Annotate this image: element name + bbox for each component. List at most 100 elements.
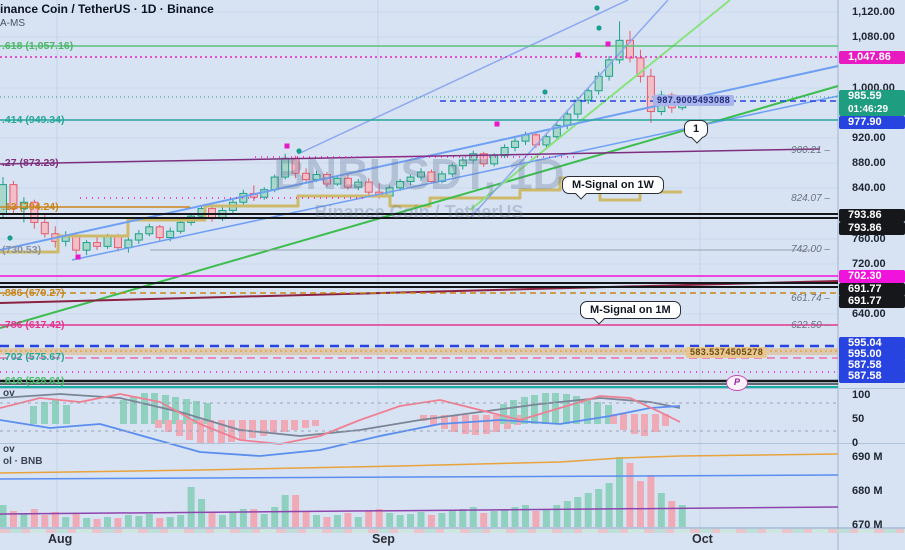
oscillator-bar: [521, 397, 528, 424]
volume-bar: [83, 518, 91, 527]
volume-bar: [208, 513, 216, 527]
symbol-title[interactable]: inance Coin / TetherUS · 1D · Binance: [0, 2, 214, 16]
time-axis[interactable]: [0, 528, 905, 550]
price-note-top[interactable]: 987.9005493088: [653, 95, 735, 106]
chart-watermark: BNBUSDT, 1D Binance Coin / TetherUS: [119, 150, 719, 223]
volume-bar: [239, 509, 247, 527]
candle-body: [584, 90, 593, 101]
volume-bar: [135, 516, 143, 527]
volume-bar: [532, 511, 540, 527]
volume-bar: [156, 518, 164, 527]
candle-body: [19, 201, 28, 210]
volume-bar: [93, 519, 101, 527]
oscillator-bar: [493, 415, 500, 432]
volume-bar: [626, 463, 634, 527]
volume-bar: [30, 509, 38, 527]
volume-bar: [62, 517, 70, 527]
volume-bar: [145, 514, 153, 527]
candle-body: [448, 165, 457, 175]
volume-bar: [480, 513, 488, 527]
price-note-mid[interactable]: 583.5374505278: [686, 347, 768, 358]
watermark-description: Binance Coin / TetherUS: [314, 202, 524, 222]
volume-bar: [166, 517, 174, 527]
oscillator-bar: [120, 400, 127, 424]
volume-pane-subtitle[interactable]: ol · BNB: [3, 456, 43, 467]
volume-bar: [657, 493, 665, 527]
oscillator-pane-title[interactable]: ov: [3, 388, 15, 399]
candle-body: [636, 57, 645, 77]
volume-bar: [438, 513, 446, 527]
volume-bar: [647, 475, 655, 527]
candle-body: [134, 233, 143, 241]
volume-bar: [323, 517, 331, 527]
volume-bar: [396, 515, 404, 527]
overlay-line: [469, 0, 669, 219]
volume-bar: [260, 514, 268, 527]
volume-bar: [20, 513, 28, 527]
signal-marker-teal: [7, 235, 13, 241]
p-marker[interactable]: P: [726, 375, 748, 391]
volume-bar: [469, 507, 477, 527]
signal-marker-teal: [296, 148, 302, 154]
oscillator-bar: [151, 393, 158, 424]
volume-bar: [595, 489, 603, 527]
oscillator-bar: [631, 414, 638, 434]
oscillator-bar: [291, 420, 298, 430]
oscillator-bar: [510, 400, 517, 424]
price-axis[interactable]: [838, 0, 905, 528]
signal-marker-magenta: [605, 41, 611, 47]
oscillator-bar: [165, 420, 172, 432]
signal-marker-teal: [594, 5, 600, 11]
overlay-line: [0, 474, 839, 480]
m-signal-1w-note[interactable]: M-Signal on 1W: [562, 176, 664, 200]
oscillator-bar: [584, 399, 591, 424]
overlay-line: [0, 148, 821, 165]
oscillator-bar: [204, 403, 211, 424]
candle-body: [93, 242, 102, 247]
candle-body: [9, 184, 18, 210]
volume-bar: [616, 457, 624, 527]
volume-pane-title[interactable]: ov: [3, 444, 15, 455]
candle-body: [0, 184, 7, 215]
m-signal-1m-text: M-Signal on 1M: [590, 304, 671, 316]
volume-bar: [605, 483, 613, 527]
indicator-title[interactable]: A-MS: [0, 18, 25, 29]
volume-bar: [553, 505, 561, 527]
volume-bar: [229, 512, 237, 527]
candle-body: [511, 140, 520, 148]
candle-body: [302, 172, 311, 181]
candle-body: [145, 226, 154, 235]
volume-bar: [0, 505, 7, 527]
volume-bar: [218, 515, 226, 527]
oscillator-bar: [500, 404, 507, 424]
signal-marker-magenta: [75, 254, 81, 260]
oscillator-bar: [504, 415, 511, 429]
candle-body: [427, 171, 436, 182]
overlay-line: [0, 280, 839, 304]
oscillator-bar: [483, 415, 490, 434]
count-marker-note[interactable]: 1: [684, 120, 709, 144]
volume-bar: [584, 493, 592, 527]
timeline-indicator-strip: [0, 529, 905, 533]
oscillator-bar: [249, 420, 256, 438]
candle-body: [479, 153, 488, 165]
overlay-line: [0, 506, 839, 515]
oscillator-bar: [430, 415, 437, 425]
volume-bar: [375, 509, 383, 527]
candle-body: [626, 39, 634, 59]
volume-bar: [333, 515, 341, 527]
candle-body: [396, 180, 405, 189]
volume-bar: [459, 509, 467, 527]
candle-body: [406, 176, 415, 182]
watermark-symbol: BNBUSDT, 1D: [273, 150, 565, 199]
oscillator-bar: [193, 401, 200, 424]
m-signal-1m-note[interactable]: M-Signal on 1M: [580, 301, 681, 325]
volume-bar: [542, 509, 550, 527]
oscillator-bar: [302, 420, 309, 428]
volume-bar: [511, 507, 519, 527]
oscillator-bar: [641, 414, 648, 436]
volume-bar: [365, 511, 373, 527]
candle-body: [417, 171, 425, 178]
oscillator-bar: [620, 414, 627, 430]
